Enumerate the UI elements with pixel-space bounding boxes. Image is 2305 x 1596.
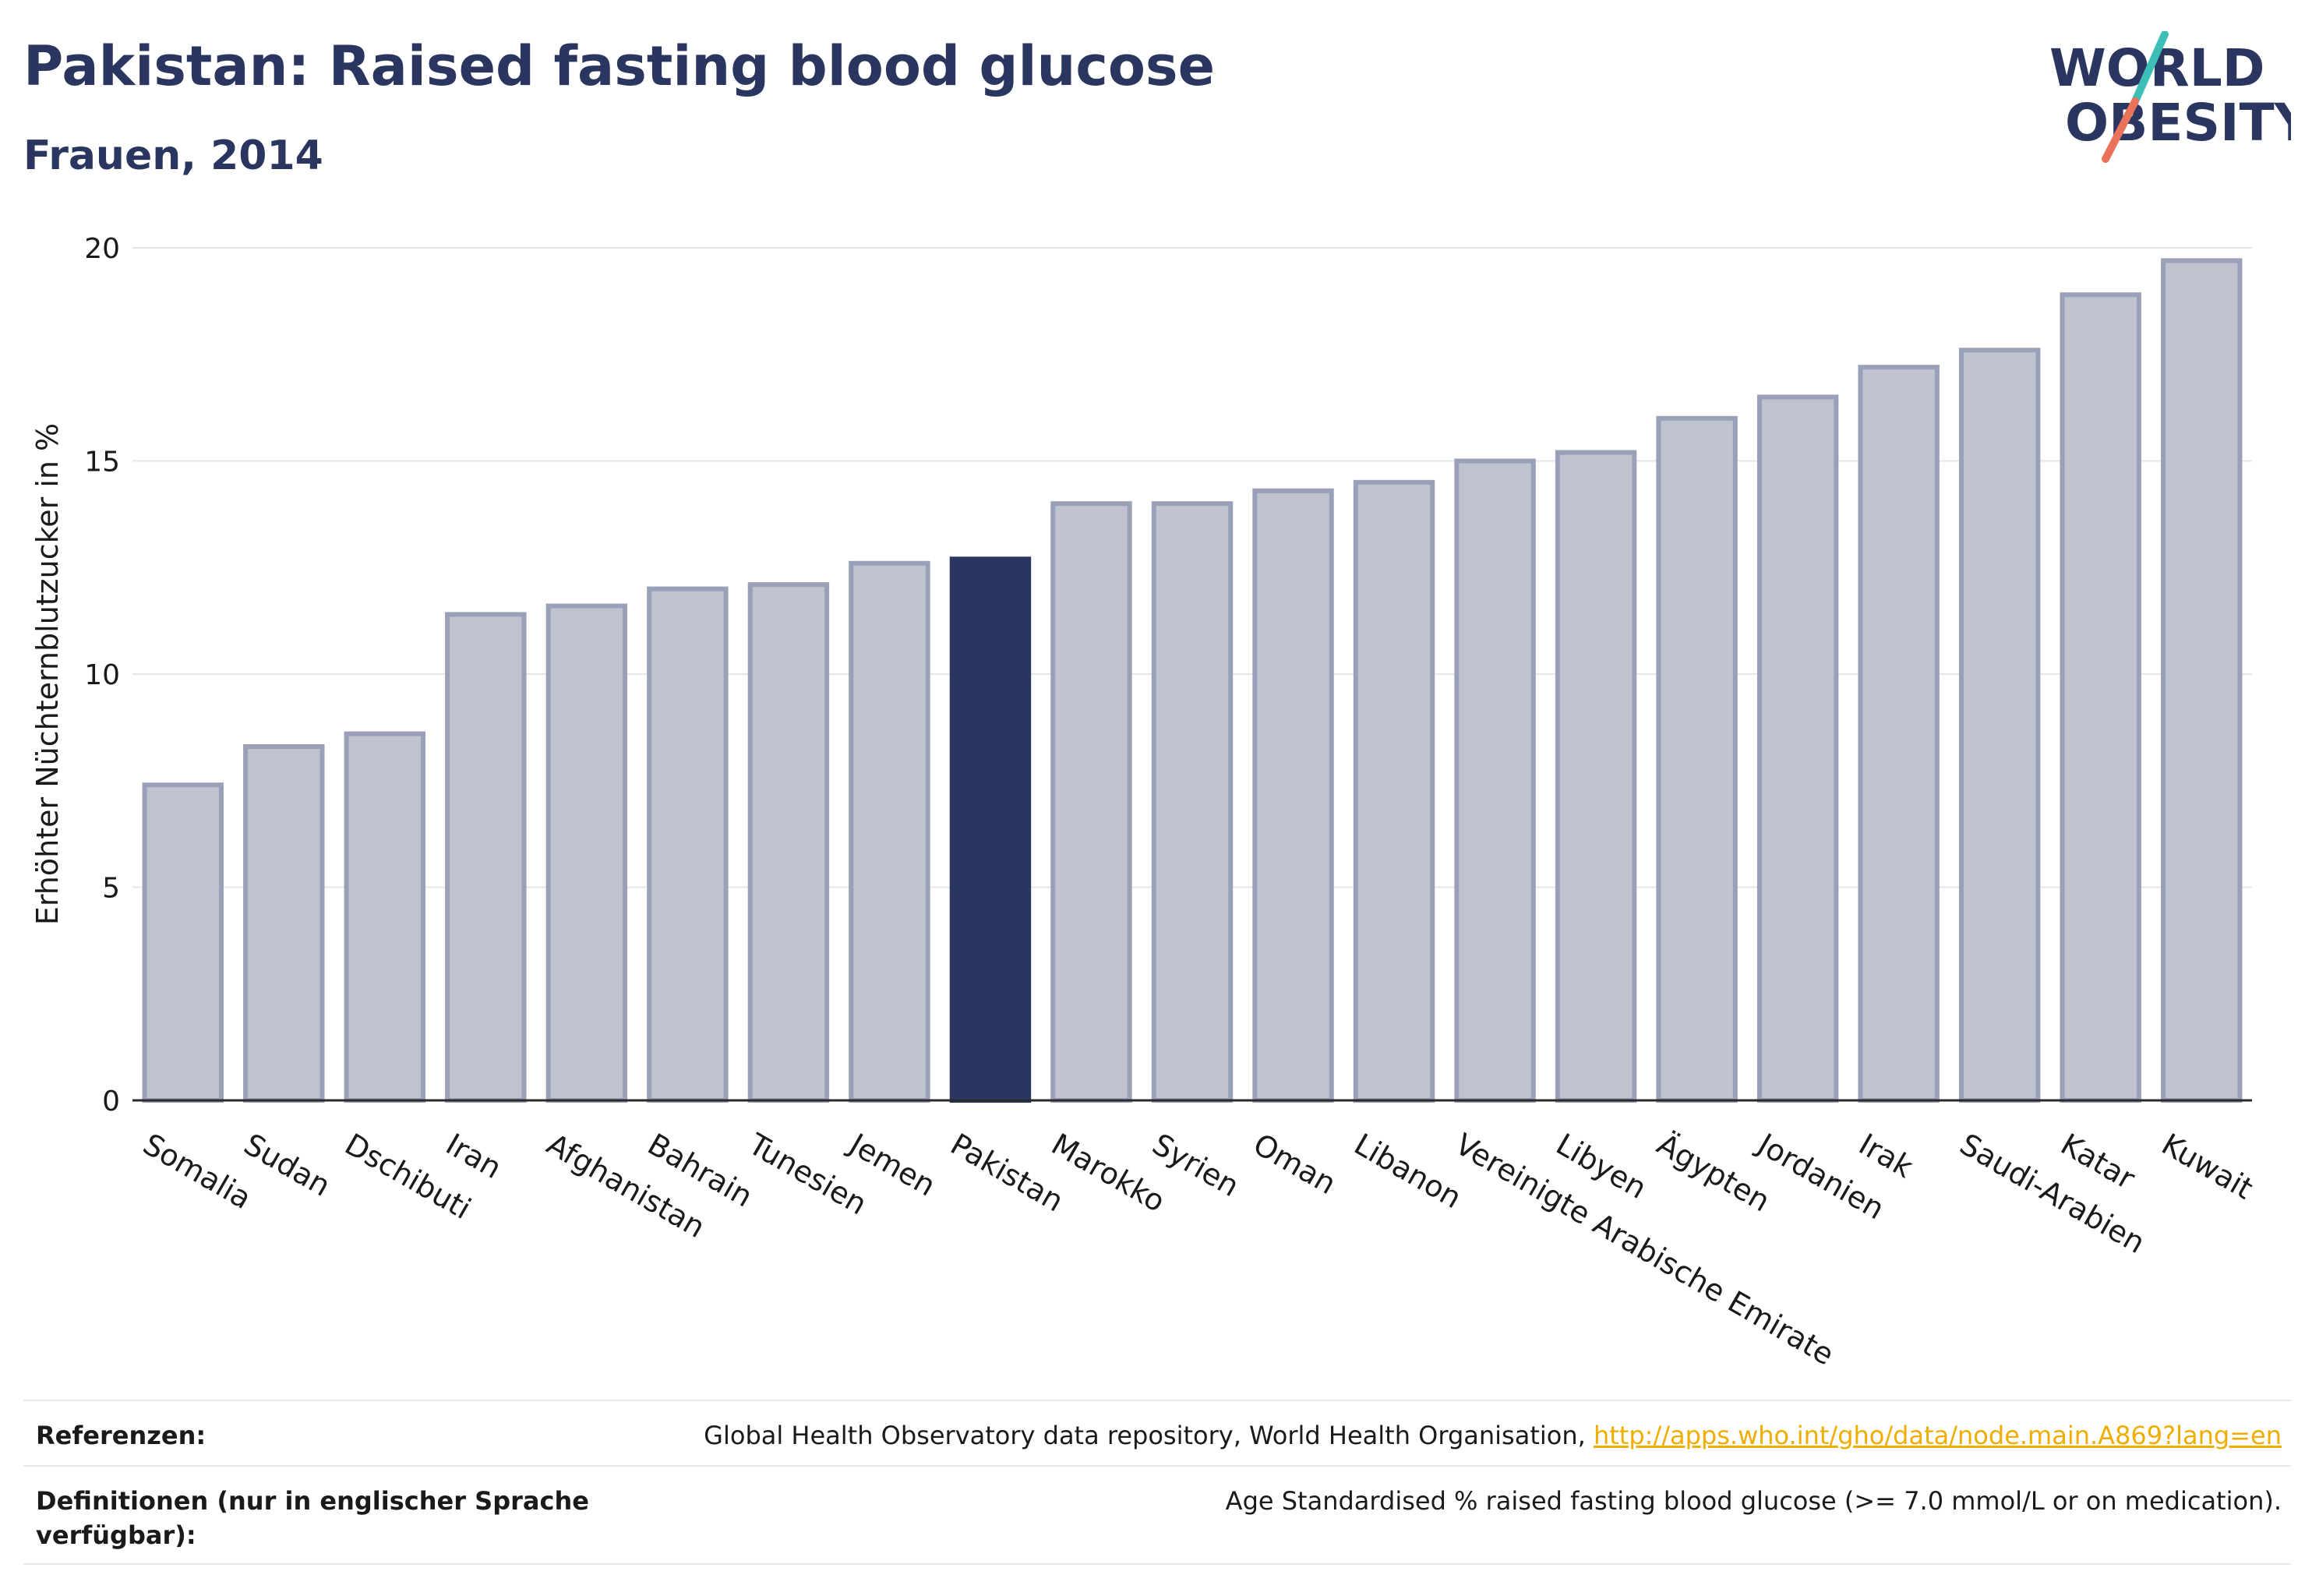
bar-sudan (243, 743, 325, 1103)
bar-libanon (1353, 479, 1435, 1103)
bar-marokko (1050, 501, 1132, 1103)
footer-divider-bottom (23, 1563, 2291, 1565)
bar-jordanien (1756, 394, 1839, 1103)
references-label: Referenzen: (36, 1421, 206, 1450)
bar-bahrain (647, 586, 729, 1103)
x-tick-label: Pakistan (944, 1127, 1069, 1219)
references-text: Global Health Observatory data repositor… (704, 1421, 1594, 1450)
x-tick-label: Iran (440, 1127, 507, 1185)
bar-afghanistan (545, 603, 628, 1103)
bar-syrien (1151, 501, 1234, 1103)
bar-iran (445, 612, 527, 1103)
y-axis-ticks: 0 5 10 15 20 (84, 233, 120, 1118)
bar-kuwait (2161, 258, 2243, 1103)
bar-jemen (849, 560, 930, 1103)
y-axis-label: Erhöhter Nüchternblutzucker in % (30, 423, 65, 925)
bar-tunesien (747, 582, 830, 1103)
x-tick-label: Kuwait (2156, 1127, 2259, 1206)
bar-pakistan (949, 556, 1032, 1103)
footer-divider-top (23, 1400, 2291, 1401)
x-tick-label: Oman (1248, 1127, 1342, 1201)
bar-dschibuti (344, 731, 426, 1103)
definitions-label-line1: Definitionen (nur in englischer Sprache (36, 1486, 589, 1516)
footer-divider-middle (23, 1465, 2291, 1467)
bar-katar (2060, 292, 2141, 1103)
bar-irak (1858, 365, 1940, 1103)
y-tick-label: 5 (102, 873, 120, 905)
page-title: Pakistan: Raised fasting blood glucose (23, 34, 1216, 98)
bar-saudi-arabien (1958, 348, 2041, 1103)
world-obesity-logo: WORLD OBESITY (2049, 31, 2291, 163)
bar-vereinigte-arabische-emirate (1454, 458, 1536, 1103)
x-tick-label: Ägypten (1651, 1127, 1776, 1219)
x-tick-label: Marokko (1046, 1127, 1171, 1219)
x-tick-label: Somalia (137, 1127, 257, 1216)
references-value: Global Health Observatory data repositor… (704, 1418, 2282, 1453)
chart-bars (142, 258, 2243, 1103)
x-tick-label: Irak (1853, 1127, 1918, 1185)
y-tick-label: 15 (84, 447, 120, 478)
definitions-value: Age Standardised % raised fasting blood … (1225, 1486, 2282, 1516)
bar-oman (1252, 488, 1334, 1103)
logo-line2: OBESITY (2065, 93, 2291, 153)
bar-ägypten (1656, 415, 1738, 1103)
y-tick-label: 0 (102, 1086, 120, 1118)
y-tick-label: 10 (84, 659, 120, 691)
logo-slash-teal (2131, 31, 2169, 105)
references-link[interactable]: http://apps.who.int/gho/data/node.main.A… (1593, 1421, 2282, 1450)
page-subtitle: Frauen, 2014 (23, 132, 323, 179)
y-tick-label: 20 (84, 233, 120, 265)
definitions-label-line2: verfügbar): (36, 1520, 196, 1550)
definitions-label: Definitionen (nur in englischer Sprache … (36, 1484, 589, 1552)
bar-somalia (142, 782, 224, 1103)
x-tick-label: Libanon (1349, 1127, 1467, 1215)
bar-libyen (1555, 450, 1637, 1103)
logo-slash-coral (2102, 97, 2139, 163)
